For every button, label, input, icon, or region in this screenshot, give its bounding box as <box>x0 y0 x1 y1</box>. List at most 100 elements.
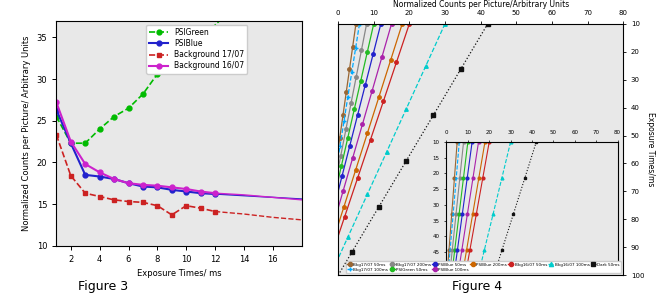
PSIBlue 100ms <box>388 22 396 25</box>
Bkg16/07 50ms <box>341 215 349 219</box>
PSIGreen 50ms <box>337 164 345 168</box>
Bkg17/07 50ms <box>349 45 357 48</box>
Bkg17/07 200ms <box>339 141 347 144</box>
Dark 50ms <box>416 136 424 140</box>
Dark 50ms <box>389 182 396 186</box>
Bkg17/07 50ms <box>334 148 342 151</box>
Background 17/07 <box>153 204 161 207</box>
Background 16/07 <box>168 186 176 189</box>
PSIBlue 200ms <box>351 168 359 172</box>
PSIGreen <box>82 141 90 145</box>
PSIBlue 50ms <box>373 37 381 41</box>
Bkg17/07 200ms <box>334 167 342 171</box>
Line: Background 17/07: Background 17/07 <box>54 132 217 217</box>
PSIGreen 50ms <box>334 178 342 182</box>
PSIBlue 50ms <box>342 159 350 163</box>
Bkg16/07 50ms <box>392 61 400 64</box>
Background 17/07 <box>197 206 205 210</box>
Y-axis label: Normalized Counts per Picture/ Arbitrary Units: Normalized Counts per Picture/ Arbitrary… <box>22 36 31 231</box>
PSIGreen <box>52 115 60 118</box>
Bkg17/07 200ms <box>360 35 368 39</box>
Background 16/07 <box>82 162 90 166</box>
Background 17/07 <box>168 213 176 217</box>
PSIBlue 200ms <box>369 113 377 117</box>
Line: PSIGreen 50ms: PSIGreen 50ms <box>336 22 375 182</box>
Bkg16/07 50ms <box>334 234 342 238</box>
PSIBlue 100ms <box>334 206 342 210</box>
PSIBlue 50ms <box>377 22 385 25</box>
Bkg17/07 50ms <box>352 22 360 25</box>
PSIBlue 50ms <box>365 68 373 71</box>
PSIBlue 100ms <box>353 139 361 143</box>
PSIBlue 200ms <box>387 59 394 62</box>
Bkg17/07 100ms <box>346 83 354 86</box>
Dark 50ms <box>375 205 383 208</box>
Bkg16/07 100ms <box>373 171 381 175</box>
Bkg16/07 50ms <box>405 22 414 25</box>
PSIBlue <box>67 141 75 145</box>
Bkg17/07 200ms <box>355 62 363 65</box>
Bkg16/07 100ms <box>422 65 430 68</box>
PSIBlue 200ms <box>357 150 365 154</box>
Line: Bkg17/07 50ms: Bkg17/07 50ms <box>336 22 357 151</box>
PSIGreen <box>125 107 133 110</box>
Text: Figure 4: Figure 4 <box>452 280 503 293</box>
Background 16/07 <box>95 170 103 174</box>
Bkg17/07 100ms <box>351 46 359 50</box>
PSIGreen 50ms <box>353 93 361 96</box>
PSIBlue 200ms <box>398 22 406 25</box>
Bkg16/07 50ms <box>347 196 355 199</box>
Bkg16/07 100ms <box>392 129 400 132</box>
Bkg16/07 50ms <box>373 118 381 122</box>
Bkg17/07 50ms <box>337 125 345 128</box>
Bkg16/07 50ms <box>360 157 368 161</box>
PSIGreen 50ms <box>344 136 352 139</box>
PSIBlue <box>139 185 147 188</box>
Line: PSIBlue 50ms: PSIBlue 50ms <box>336 22 383 193</box>
Dark 50ms <box>334 274 342 277</box>
Bkg16/07 100ms <box>334 257 342 260</box>
PSIGreen 50ms <box>360 65 368 68</box>
Line: Bkg17/07 100ms: Bkg17/07 100ms <box>336 22 361 160</box>
Bkg17/07 100ms <box>338 132 346 135</box>
Background 16/07 <box>153 184 161 187</box>
Bkg17/07 100ms <box>344 95 352 99</box>
Bkg17/07 200ms <box>357 48 365 52</box>
Bkg17/07 100ms <box>342 107 350 111</box>
PSIBlue 100ms <box>373 72 381 76</box>
Bkg16/07 50ms <box>353 176 361 180</box>
PSIBlue 100ms <box>363 106 371 109</box>
Dark 50ms <box>484 22 492 25</box>
PSIGreen 50ms <box>363 50 371 54</box>
Background 17/07 <box>67 174 75 178</box>
Bkg16/07 50ms <box>386 80 394 83</box>
Bkg16/07 50ms <box>399 41 407 45</box>
PSIGreen <box>139 92 147 96</box>
Bkg17/07 50ms <box>339 113 347 117</box>
Line: PSIBlue: PSIBlue <box>54 107 217 197</box>
Bkg16/07 100ms <box>353 214 361 218</box>
PSIBlue <box>125 181 133 185</box>
Bkg17/07 50ms <box>350 33 358 37</box>
Y-axis label: Exposure Times/ms: Exposure Times/ms <box>646 112 656 187</box>
Background 17/07 <box>211 210 219 213</box>
PSIBlue <box>168 188 176 192</box>
Line: PSIGreen: PSIGreen <box>54 52 189 146</box>
Background 17/07 <box>139 201 147 204</box>
PSIBlue <box>95 175 103 178</box>
Legend: Bkg17/07 50ms, Bkg17/07 100ms, Bkg17/07 200ms, PSIGreen 50ms, PSIBlue 50ms, PSIB: Bkg17/07 50ms, Bkg17/07 100ms, Bkg17/07 … <box>345 261 621 273</box>
PSIGreen 50ms <box>367 36 375 40</box>
Dark 50ms <box>470 45 478 48</box>
PSIBlue <box>211 192 219 196</box>
Bkg17/07 50ms <box>344 79 352 83</box>
PSIBlue <box>182 190 190 193</box>
PSIBlue 200ms <box>363 132 371 135</box>
PSIBlue 100ms <box>378 55 386 59</box>
PSIGreen <box>110 115 118 118</box>
Bkg16/07 100ms <box>383 150 391 154</box>
Bkg17/07 200ms <box>337 154 345 157</box>
Background 17/07 <box>125 200 133 203</box>
PSIBlue 50ms <box>338 174 346 178</box>
Dark 50ms <box>457 68 465 71</box>
Background 16/07 <box>197 190 205 193</box>
